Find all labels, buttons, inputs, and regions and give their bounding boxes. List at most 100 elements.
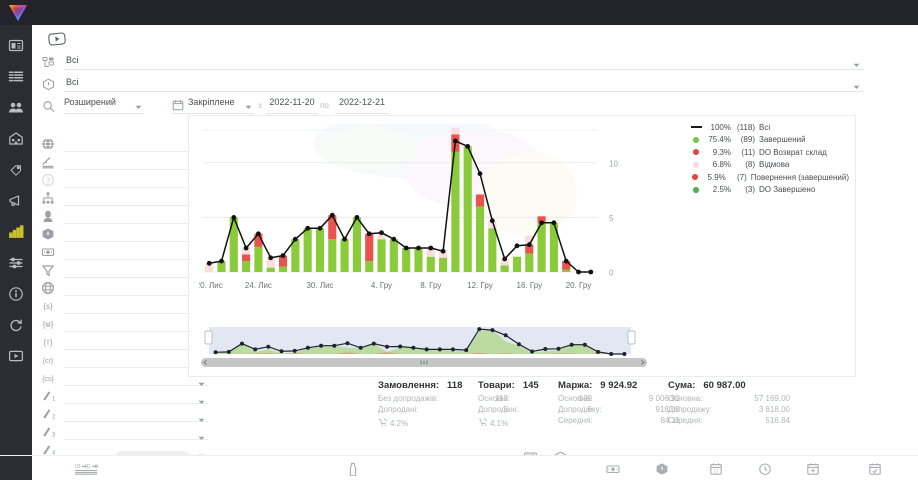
bottle-icon[interactable]	[344, 460, 362, 477]
product-select[interactable]: Всі	[64, 75, 864, 92]
video-play-icon[interactable]	[44, 30, 70, 48]
rail-item-people[interactable]	[0, 97, 32, 119]
chevron-down-icon	[198, 410, 205, 428]
calendar-17-icon[interactable]: 17	[707, 460, 725, 477]
legend-label: Відмова	[759, 160, 790, 170]
date-to-input[interactable]: 2022-12-21	[335, 97, 389, 114]
hierarchy-select[interactable]: Всі	[64, 53, 864, 70]
clock-icon[interactable]	[756, 460, 774, 477]
legend-percent: 5.9%	[707, 172, 726, 182]
svg-text:1: 1	[52, 396, 55, 402]
filter-select[interactable]	[64, 153, 208, 170]
refresh-icon	[8, 317, 24, 333]
rail-item-info[interactable]	[0, 283, 32, 305]
search-icon[interactable]	[40, 98, 56, 114]
stat-sub-row: Середня: 84.11	[558, 416, 680, 427]
left-nav-rail	[0, 25, 32, 455]
id-zero-list-icon[interactable]: ID	[82, 460, 100, 477]
legend-item[interactable]: 5.9% (7) Повернення (завершений)	[689, 171, 849, 184]
stat-percent: 4.2%	[390, 418, 409, 428]
filter-row-pen-3[interactable]: 3	[40, 423, 208, 441]
filter-select[interactable]	[64, 387, 208, 404]
filter-row-pen-2[interactable]: 2	[40, 405, 208, 423]
filter-row-t-brace[interactable]: {т}	[40, 333, 208, 351]
money-note-icon[interactable]	[604, 460, 622, 477]
chart-legend: 100% (118) Всі 75.4% (89) Завершений 9.3% (11) D…	[689, 121, 849, 196]
filter-row-cr-brace[interactable]: {cr}	[40, 351, 208, 369]
pin-period-select[interactable]: Закріплене	[172, 97, 254, 114]
filter-select[interactable]	[64, 225, 208, 242]
filter-select[interactable]	[64, 333, 208, 350]
filter-row-s-brace[interactable]: {s}	[40, 297, 208, 315]
legend-item[interactable]: 2.5% (3) DO Завершено	[689, 184, 849, 197]
legend-line-marker	[689, 126, 703, 129]
date-from-input[interactable]: 2022-11-20	[266, 97, 318, 114]
filter-row-ruler[interactable]	[40, 153, 208, 171]
filter-row-cs-brace[interactable]: {cs}	[40, 369, 208, 387]
filter-row-cube[interactable]	[40, 225, 208, 243]
filter-select[interactable]	[64, 351, 208, 368]
legend-percent: 6.8%	[712, 160, 731, 170]
filter-row-hierarchy[interactable]: Всі	[40, 53, 864, 71]
rail-item-bar-chart[interactable]	[0, 221, 32, 243]
filter-row-question-circle	[40, 171, 208, 189]
chart-plot[interactable]: 0 5 10 20. Лис 24. Лис 30. Лис 4. Гру 8. Гру 12.…	[199, 124, 659, 304]
search-mode-select[interactable]: Розширений	[64, 97, 144, 114]
chart-navigator[interactable]	[199, 324, 649, 369]
legend-item[interactable]: 75.4% (89) Завершений	[689, 134, 849, 147]
filter-select[interactable]	[64, 279, 208, 296]
calendar-plus-icon[interactable]	[804, 460, 822, 477]
filter-select[interactable]	[64, 207, 208, 224]
legend-label: DO Возврат склад	[759, 147, 827, 157]
stat-percent-row: 4.2%	[378, 417, 462, 429]
cart-percent-icon	[378, 417, 388, 429]
chevron-down-icon	[135, 102, 142, 112]
rail-item-sliders[interactable]	[0, 252, 32, 274]
filter-row-globe[interactable]	[40, 279, 208, 297]
filter-row-sitemap[interactable]	[40, 189, 208, 207]
rail-item-dashboard[interactable]	[0, 35, 32, 57]
cube-icon[interactable]	[653, 460, 671, 477]
calendar-check-icon[interactable]	[866, 460, 884, 477]
rail-item-play-box[interactable]	[0, 345, 32, 367]
filter-row-money[interactable]	[40, 243, 208, 261]
rail-item-megaphone[interactable]	[0, 190, 32, 212]
hierarchy-icon	[40, 54, 56, 70]
rail-item-refresh[interactable]	[0, 314, 32, 336]
filter-select[interactable]	[64, 315, 208, 332]
filter-row-pen-1[interactable]: 1	[40, 387, 208, 405]
svg-text:30. Лис: 30. Лис	[306, 281, 333, 290]
pin-period-value: Закріплене	[188, 97, 235, 107]
stat-title-row: Товари: 145	[478, 380, 539, 391]
filter-select[interactable]	[64, 135, 208, 152]
stat-sub-label: Без допродажів:	[378, 394, 439, 403]
legend-item[interactable]: 6.8% (8) Відмова	[689, 159, 849, 172]
legend-item[interactable]: 9.3% (11) DO Возврат склад	[689, 146, 849, 159]
filter-select[interactable]	[64, 369, 208, 386]
filter-row-person-filled[interactable]	[40, 207, 208, 225]
stat-sub-label: Допродані:	[478, 405, 519, 414]
filter-row-globe-filled[interactable]	[40, 135, 208, 153]
app-logo-icon[interactable]	[7, 3, 29, 23]
legend-item[interactable]: 100% (118) Всі	[689, 121, 849, 134]
filter-select[interactable]	[64, 405, 208, 422]
filter-row-product[interactable]: Всі	[40, 75, 864, 93]
stat-title: Замовлення:	[378, 380, 440, 391]
rail-item-warehouse[interactable]	[0, 128, 32, 150]
filter-select[interactable]	[64, 423, 208, 440]
filter-row-funnel[interactable]	[40, 261, 208, 279]
filter-select[interactable]	[64, 297, 208, 314]
cs-brace-icon: {cs}	[40, 370, 56, 385]
rail-item-tag[interactable]	[0, 159, 32, 181]
stat-sub-row: Допродажу: 918.00	[558, 405, 680, 416]
filter-select[interactable]	[64, 189, 208, 206]
legend-dot-marker	[689, 174, 701, 181]
chevron-down-icon	[853, 58, 860, 73]
filter-select[interactable]	[64, 261, 208, 278]
filter-row-m-brace[interactable]: {м}	[40, 315, 208, 333]
warehouse-icon	[8, 131, 24, 147]
filter-select[interactable]	[64, 243, 208, 260]
legend-label: DO Завершено	[759, 185, 816, 195]
rail-item-list[interactable]	[0, 66, 32, 88]
svg-text:10: 10	[609, 159, 618, 168]
